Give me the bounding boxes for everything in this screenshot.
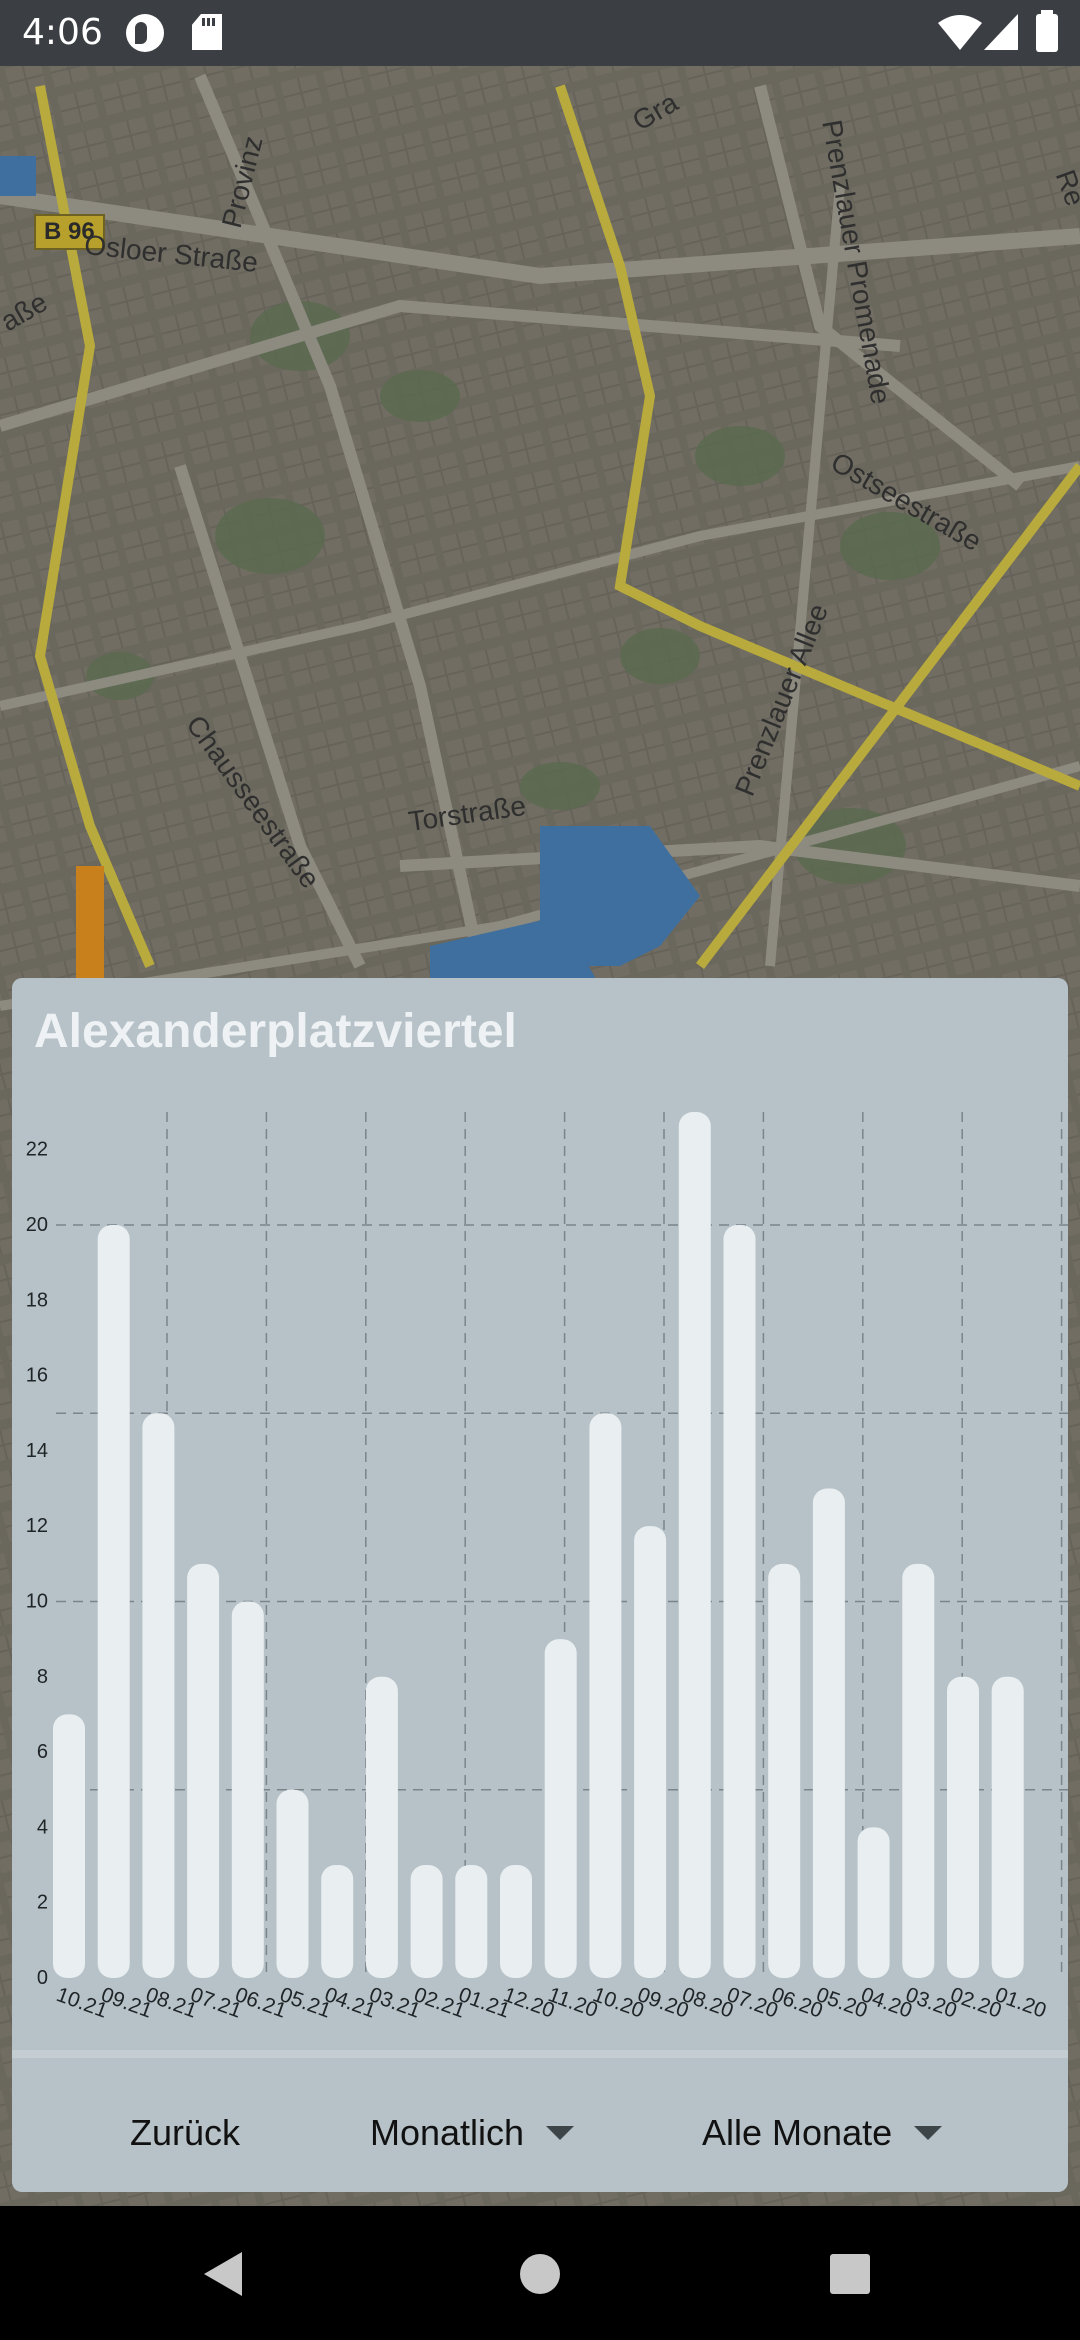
y-tick-label: 20	[26, 1214, 48, 1236]
chart-bar	[723, 1224, 756, 1978]
chart-bar	[678, 1112, 711, 1978]
y-tick-label: 14	[26, 1440, 48, 1462]
range-dropdown[interactable]: Alle Monate	[702, 2098, 943, 2168]
chevron-down-icon	[914, 2126, 943, 2140]
chart-bar	[857, 1827, 890, 1978]
y-tick-label: 18	[26, 1289, 48, 1311]
y-tick-label: 2	[37, 1892, 48, 1914]
back-button[interactable]: Zurück	[130, 2098, 240, 2168]
chart-bar	[276, 1789, 309, 1978]
chart-bar	[589, 1413, 622, 1978]
y-tick-label: 8	[37, 1666, 48, 1688]
chart-bar	[902, 1563, 935, 1978]
chart-bar	[544, 1639, 577, 1978]
y-tick-label: 0	[37, 1967, 48, 1989]
district-title: Alexanderplatzviertel	[34, 1005, 517, 1058]
chart-bar	[187, 1563, 220, 1978]
status-bar: 4:06	[0, 0, 1080, 66]
chart-bar	[768, 1563, 801, 1978]
chart-bar	[634, 1526, 667, 1978]
divider	[12, 2050, 1068, 2058]
chart-bar	[53, 1714, 85, 1978]
range-dropdown-label: Alle Monate	[702, 2112, 893, 2153]
pocket-icon	[126, 14, 164, 52]
chart-bar	[812, 1488, 845, 1978]
y-tick-label: 4	[37, 1816, 48, 1838]
x-tick-label: 01.20	[992, 1983, 1049, 2023]
y-tick-label: 16	[26, 1365, 48, 1387]
y-tick-label: 6	[37, 1741, 48, 1763]
wifi-icon	[938, 15, 982, 50]
period-dropdown[interactable]: Monatlich	[370, 2098, 575, 2168]
signal-icon	[984, 14, 1018, 50]
navigation-bar	[0, 2206, 1080, 2340]
monthly-bar-chart: 024681012141618202210.2109.2108.2107.210…	[26, 1112, 1068, 2023]
y-tick-label: 10	[26, 1590, 48, 1612]
chart-bar	[231, 1601, 264, 1978]
road-badge: B 96	[34, 214, 105, 250]
chart-bar	[991, 1676, 1024, 1978]
nav-home-icon[interactable]	[520, 2254, 560, 2294]
chart-bar	[410, 1865, 443, 1978]
back-button-label: Zurück	[130, 2112, 241, 2153]
district-stats-sheet: Alexanderplatzviertel 0 2 4 6 8 10 12 14 16 18 20 2…	[12, 978, 1068, 2192]
chart-bar	[97, 1224, 130, 1978]
sd-card-icon	[192, 14, 222, 50]
chevron-down-icon	[546, 2126, 575, 2140]
y-tick-label: 12	[26, 1515, 48, 1537]
chart-bar	[947, 1676, 979, 1978]
period-dropdown-label: Monatlich	[370, 2112, 525, 2153]
nav-recents-icon[interactable]	[830, 2254, 870, 2294]
nav-back-icon[interactable]	[204, 2252, 242, 2296]
chart-bar	[321, 1865, 354, 1978]
chart-bar	[365, 1676, 398, 1978]
battery-icon	[1036, 10, 1058, 52]
chart-bar	[142, 1413, 175, 1978]
chart-bar	[500, 1865, 532, 1978]
y-tick-label: 22	[26, 1139, 48, 1161]
status-time: 4:06	[22, 12, 103, 53]
chart-bar	[455, 1865, 488, 1978]
